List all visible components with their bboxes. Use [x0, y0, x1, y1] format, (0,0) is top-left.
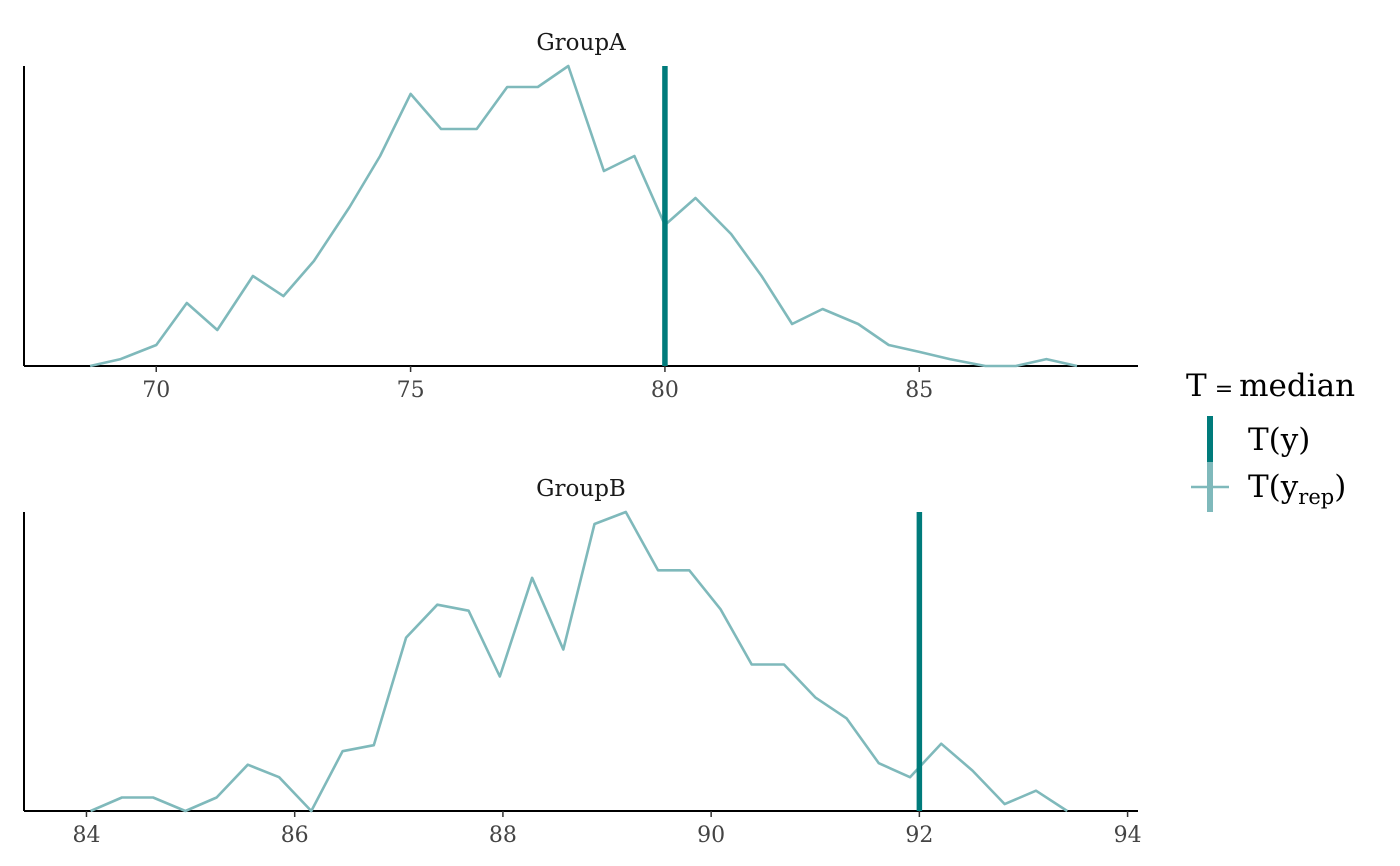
facet-title: GroupB — [536, 476, 626, 502]
x-tick-label: 94 — [1114, 823, 1142, 848]
facet-panels: GroupA 70 75 80 85 GroupB 84 86 88 90 92 94 — [23, 30, 1142, 848]
legend-title-function: median — [1239, 368, 1355, 404]
x-tick-label: 85 — [905, 378, 933, 403]
legend: T = median T(y) T(yrep) — [1186, 368, 1355, 512]
replicated-stat-line — [90, 510, 1068, 813]
legend-observed-label: T(y) — [1248, 422, 1310, 458]
legend-replicated-label-main: T(y — [1248, 469, 1299, 505]
legend-replicated-label-subscript: rep — [1298, 485, 1334, 509]
legend-title-equals: = — [1215, 377, 1233, 402]
replicated-stat-line — [89, 64, 1078, 368]
legend-title: T = median — [1186, 368, 1355, 404]
x-tick-label: 80 — [651, 378, 679, 403]
x-tick-label: 70 — [142, 378, 170, 403]
x-tick-label: 90 — [697, 823, 725, 848]
legend-title-stat: T — [1186, 368, 1207, 404]
legend-replicated-label: T(yrep) — [1248, 469, 1346, 509]
facet-title: GroupA — [536, 30, 626, 56]
x-tick-label: 84 — [72, 823, 100, 848]
legend-replicated-label-close: ) — [1334, 469, 1346, 505]
facet-panel-groupb: GroupB 84 86 88 90 92 94 — [23, 476, 1142, 848]
facet-panel-groupa: GroupA 70 75 80 85 — [23, 30, 1138, 403]
x-tick-label: 92 — [905, 823, 933, 848]
x-tick-label: 88 — [489, 823, 517, 848]
x-tick-label: 75 — [397, 378, 425, 403]
x-tick-label: 86 — [281, 823, 309, 848]
